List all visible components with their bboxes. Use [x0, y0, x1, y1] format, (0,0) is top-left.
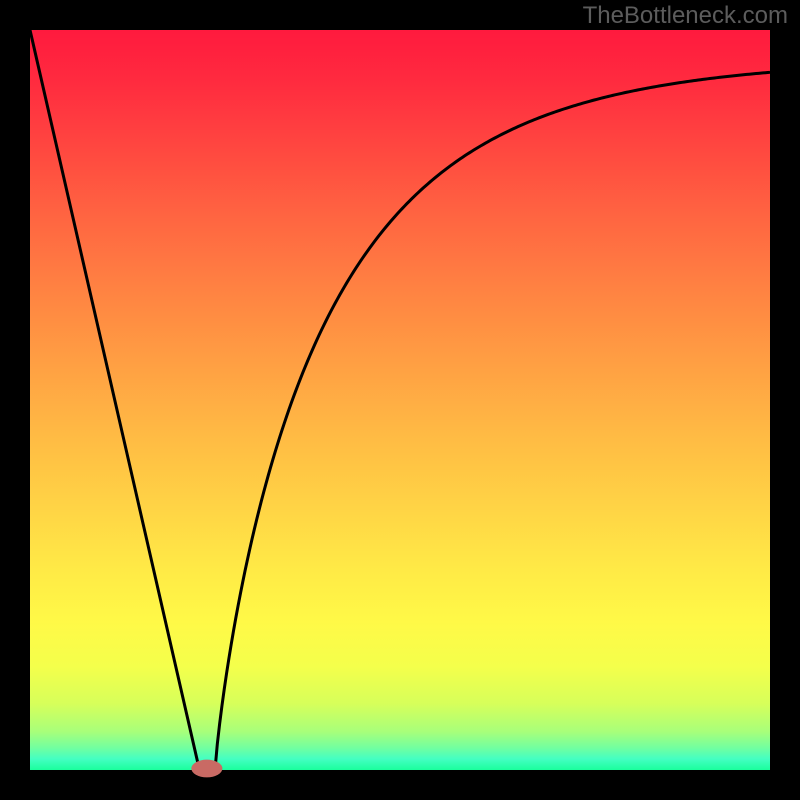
watermark-text: TheBottleneck.com — [583, 2, 788, 30]
bottleneck-chart: TheBottleneck.com — [0, 0, 800, 800]
chart-canvas — [0, 0, 800, 800]
optimum-marker — [191, 760, 222, 778]
plot-area — [30, 30, 770, 770]
